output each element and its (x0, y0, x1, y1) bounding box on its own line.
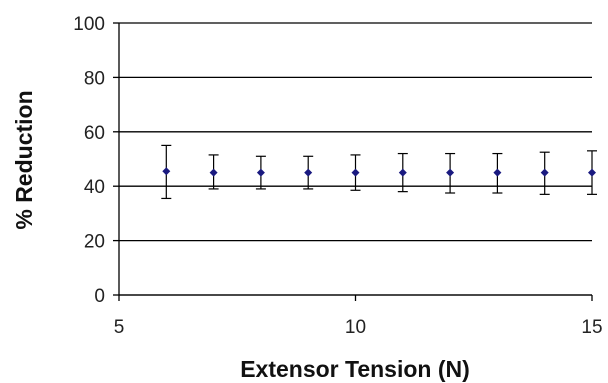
data-point (398, 168, 407, 177)
y-tick-labels: 0 20 40 60 80 100 (73, 14, 105, 307)
y-tick-label: 40 (84, 177, 105, 198)
y-tick-label: 80 (84, 68, 105, 89)
data-point (493, 168, 502, 177)
data-point (304, 168, 313, 177)
axes (113, 22, 593, 301)
y-axis-title: % Reduction (11, 90, 37, 229)
data-point (162, 167, 171, 176)
data-point (209, 168, 218, 177)
error-bars (161, 144, 597, 200)
x-tick-labels: 5 10 15 (114, 317, 603, 338)
data-point (351, 168, 360, 177)
x-tick-label: 5 (114, 317, 125, 338)
data-point (256, 168, 265, 177)
data-point (588, 168, 596, 177)
data-points (162, 167, 596, 177)
x-tick-label: 15 (581, 317, 602, 338)
data-point (540, 168, 549, 177)
y-tick-label: 0 (94, 286, 105, 307)
y-tick-label: 60 (84, 123, 105, 144)
y-tick-label: 100 (73, 14, 105, 35)
data-point (446, 168, 455, 177)
y-tick-label: 20 (84, 232, 105, 253)
x-axis-title: Extensor Tension (N) (240, 356, 470, 382)
x-tick-label: 10 (345, 317, 366, 338)
